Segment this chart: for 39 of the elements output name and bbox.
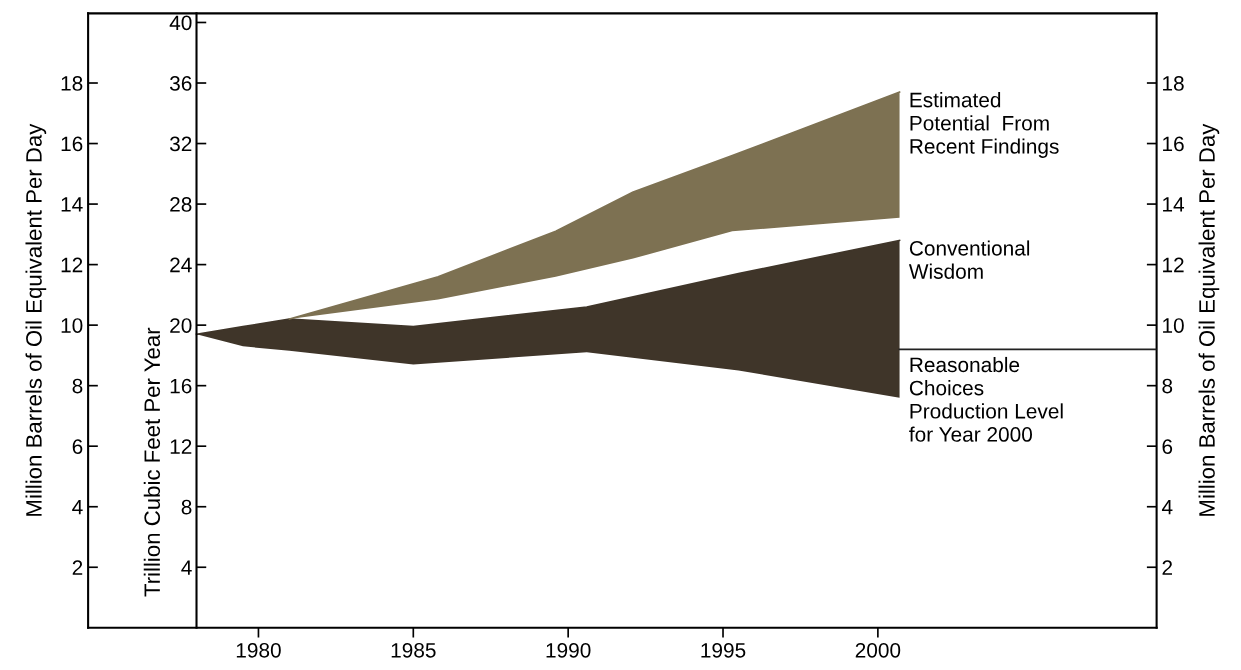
y2-tick-label: 10 [1163,318,1184,333]
y-tick-label: 14 [61,197,83,212]
x-tick-label: 1995 [701,642,746,658]
y3-tick-label: 36 [169,76,192,91]
y2-tick-label: 8 [1162,378,1173,394]
x-tick-label: 1990 [546,642,591,658]
y3-tick-label: 12 [170,439,192,454]
y-tick-label: 6 [72,439,83,454]
y2-tick-label: 14 [1163,197,1185,212]
y3-tick-label: 28 [170,197,192,212]
y3-tick-label: 4 [181,560,192,575]
y2-tick-label: 4 [1161,499,1173,515]
ref-line-label: Reasonable Choices Production Level for Year 2000 [909,356,1063,442]
y-tick-label: 2 [72,560,83,575]
y-tick-label: 16 [61,136,83,152]
x-tick-label: 1985 [391,642,436,658]
y-tick-label: 4 [72,499,83,515]
y3-tick-label: 8 [181,499,192,515]
y-axis-title: Million Barrels of Oil Equivalent Per Day [25,123,47,516]
y3-tick-label: 24 [170,257,192,273]
y2-tick-label: 2 [1162,560,1173,575]
y2-tick-label: 6 [1162,439,1173,454]
y-tick-label: 18 [61,76,83,91]
y3-tick-label: 40 [169,15,192,31]
y2-tick-label: 12 [1163,257,1184,273]
y2-tick-label: 18 [1163,76,1184,91]
y-tick-label: 10 [61,318,83,333]
y3-tick-label: 16 [170,378,192,394]
y2-axis-title: Million Barrels of Oil Equivalent Per Day [1198,123,1220,516]
series-label: Estimated Potential From Recent Findings [910,92,1059,158]
y2-tick-label: 16 [1163,136,1184,152]
y-tick-label: 12 [61,257,83,273]
y3-axis-title: Trillion Cubic Feet Per Year [143,327,161,597]
y-tick-label: 8 [72,378,83,394]
x-tick-label: 2000 [855,642,901,658]
y3-tick-label: 20 [170,318,192,333]
series-label: Conventional Wisdom [908,240,1030,279]
y3-tick-label: 32 [169,136,192,152]
x-tick-label: 1980 [236,642,281,658]
